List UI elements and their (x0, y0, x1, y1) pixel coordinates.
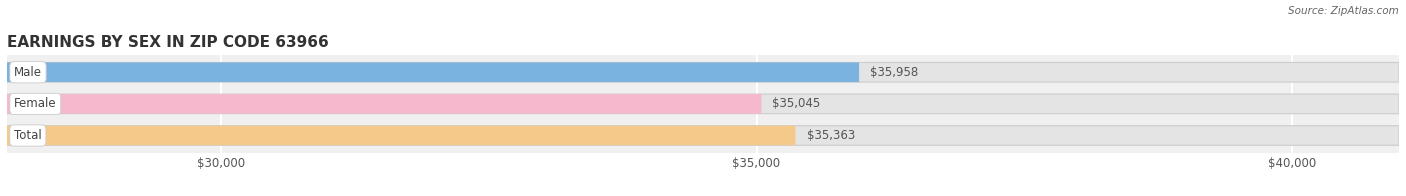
Text: Source: ZipAtlas.com: Source: ZipAtlas.com (1288, 6, 1399, 16)
Text: Total: Total (14, 129, 42, 142)
FancyBboxPatch shape (7, 94, 762, 114)
Text: $35,958: $35,958 (870, 66, 918, 79)
Text: Female: Female (14, 97, 56, 110)
FancyBboxPatch shape (7, 63, 1399, 82)
FancyBboxPatch shape (7, 94, 1399, 114)
Text: EARNINGS BY SEX IN ZIP CODE 63966: EARNINGS BY SEX IN ZIP CODE 63966 (7, 34, 329, 50)
FancyBboxPatch shape (7, 63, 859, 82)
Text: $35,045: $35,045 (772, 97, 821, 110)
FancyBboxPatch shape (7, 126, 1399, 145)
Text: $35,363: $35,363 (807, 129, 855, 142)
Text: Male: Male (14, 66, 42, 79)
FancyBboxPatch shape (7, 126, 796, 145)
